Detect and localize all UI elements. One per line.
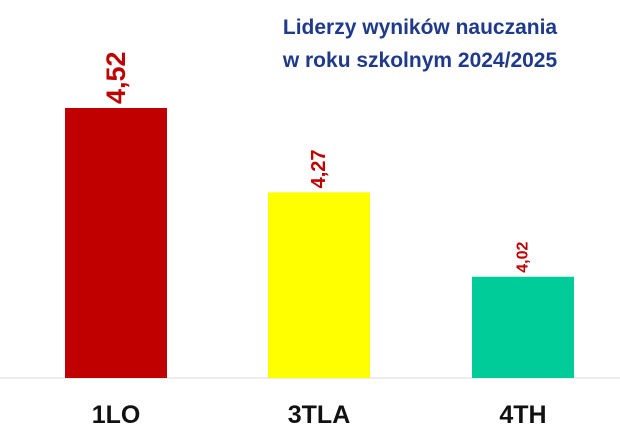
value-label-3tla: 4,27: [308, 149, 330, 188]
bar-3tla: [268, 192, 370, 378]
value-label-1lo: 4,52: [101, 51, 131, 104]
chart-title-line-2: w roku szkolnym 2024/2025: [282, 49, 558, 72]
chart-title-line-1: Liderzy wyników nauczania: [283, 16, 558, 39]
bar-4th: [472, 276, 574, 378]
bars-layer: 4,52 1LO 4,27 3TLA 4,02 4TH: [65, 51, 574, 429]
category-label-4th: 4TH: [499, 401, 546, 429]
bar-1lo: [65, 108, 167, 378]
category-label-3tla: 3TLA: [288, 401, 351, 429]
value-label-4th: 4,02: [515, 242, 532, 273]
category-label-1lo: 1LO: [92, 401, 141, 429]
